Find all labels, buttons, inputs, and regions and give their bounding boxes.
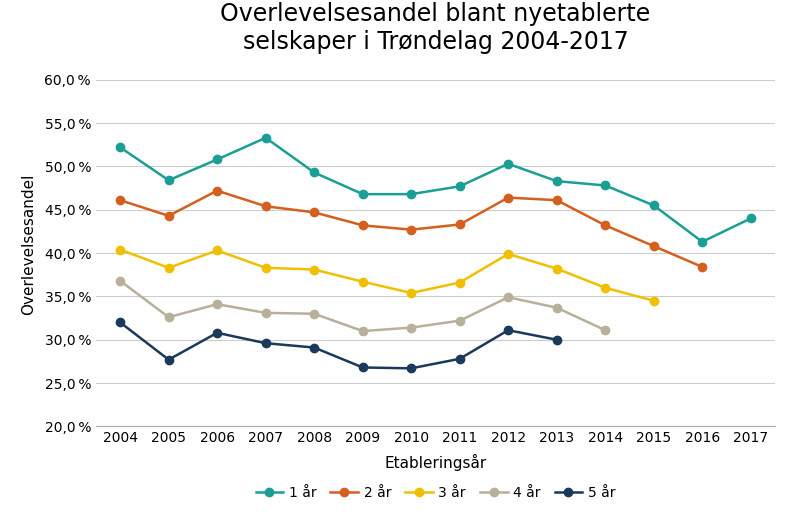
3 år bbox=[115, 246, 125, 253]
2 år bbox=[213, 188, 222, 194]
4 år bbox=[503, 294, 513, 301]
2 år bbox=[649, 243, 658, 249]
3 år bbox=[503, 251, 513, 257]
Title: Overlevelsesandel blant nyetablerte
selskaper i Trøndelag 2004-2017: Overlevelsesandel blant nyetablerte sels… bbox=[221, 2, 650, 54]
Line: 5 år: 5 år bbox=[116, 318, 561, 372]
4 år bbox=[358, 328, 368, 334]
1 år bbox=[746, 215, 756, 222]
3 år bbox=[260, 265, 270, 271]
4 år bbox=[309, 310, 319, 317]
X-axis label: Etableringsår: Etableringsår bbox=[384, 453, 487, 471]
5 år bbox=[164, 357, 173, 363]
4 år bbox=[213, 301, 222, 307]
3 år bbox=[358, 279, 368, 285]
1 år bbox=[358, 191, 368, 197]
Legend: 1 år, 2 år, 3 år, 4 år, 5 år: 1 år, 2 år, 3 år, 4 år, 5 år bbox=[250, 480, 621, 506]
5 år bbox=[309, 344, 319, 350]
1 år bbox=[213, 157, 222, 163]
Line: 4 år: 4 år bbox=[116, 277, 610, 335]
5 år bbox=[115, 319, 125, 326]
1 år bbox=[115, 144, 125, 150]
4 år bbox=[600, 327, 610, 333]
4 år bbox=[260, 310, 270, 316]
5 år bbox=[213, 330, 222, 336]
3 år bbox=[309, 266, 319, 272]
1 år bbox=[260, 135, 270, 141]
5 år bbox=[503, 327, 513, 333]
3 år bbox=[213, 248, 222, 254]
4 år bbox=[164, 314, 173, 320]
1 år bbox=[698, 239, 707, 245]
1 år bbox=[407, 191, 416, 197]
2 år bbox=[115, 197, 125, 203]
2 år bbox=[407, 227, 416, 233]
1 år bbox=[164, 177, 173, 184]
Line: 3 år: 3 år bbox=[116, 245, 658, 305]
1 år bbox=[503, 161, 513, 167]
4 år bbox=[407, 324, 416, 331]
3 år bbox=[600, 284, 610, 291]
Line: 2 år: 2 år bbox=[116, 187, 706, 271]
4 år bbox=[115, 278, 125, 284]
2 år bbox=[503, 194, 513, 201]
2 år bbox=[600, 222, 610, 228]
2 år bbox=[309, 209, 319, 215]
5 år bbox=[552, 336, 562, 343]
5 år bbox=[407, 365, 416, 371]
Line: 1 år: 1 år bbox=[116, 134, 755, 246]
2 år bbox=[455, 222, 464, 228]
1 år bbox=[600, 183, 610, 189]
1 år bbox=[455, 183, 464, 189]
1 år bbox=[552, 178, 562, 184]
2 år bbox=[358, 222, 368, 228]
4 år bbox=[552, 305, 562, 311]
2 år bbox=[552, 197, 562, 203]
3 år bbox=[649, 297, 658, 304]
2 år bbox=[698, 264, 707, 270]
4 år bbox=[455, 318, 464, 324]
3 år bbox=[455, 279, 464, 285]
5 år bbox=[455, 356, 464, 362]
5 år bbox=[260, 340, 270, 346]
2 år bbox=[164, 213, 173, 219]
1 år bbox=[309, 170, 319, 176]
3 år bbox=[164, 265, 173, 271]
5 år bbox=[358, 365, 368, 371]
Y-axis label: Overlevelsesandel: Overlevelsesandel bbox=[21, 174, 36, 315]
2 år bbox=[260, 203, 270, 210]
1 år bbox=[649, 202, 658, 209]
3 år bbox=[407, 290, 416, 296]
3 år bbox=[552, 266, 562, 272]
